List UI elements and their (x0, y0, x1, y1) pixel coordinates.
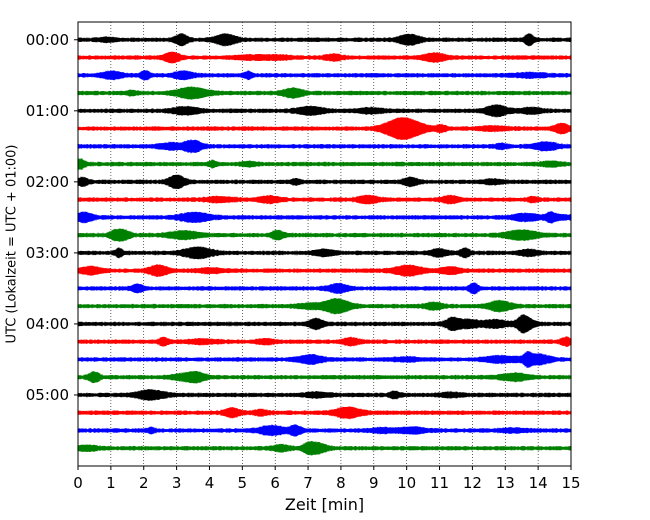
trace-4 (77, 86, 572, 100)
trace-5 (77, 104, 572, 118)
y-axis-ticks: 00:00 01:00 02:00 03:00 04:00 05:00 (26, 31, 78, 404)
trace-15 (77, 282, 572, 295)
y-axis-label: UTC (Lokalzeit = UTC + 01:00) (5, 145, 20, 344)
y-tick-label: 00:00 (26, 31, 69, 49)
trace-16 (77, 298, 572, 315)
y-tick-label: 02:00 (26, 173, 69, 191)
x-tick-label: 0 (73, 474, 83, 492)
trace-7 (77, 139, 572, 154)
trace-12 (77, 228, 572, 242)
trace-18 (77, 336, 572, 347)
x-tick-label: 14 (529, 474, 548, 492)
trace-14 (77, 264, 572, 277)
seismic-traces (77, 33, 572, 456)
trace-13 (77, 246, 572, 260)
trace-10 (77, 194, 572, 205)
trace-17 (77, 314, 572, 334)
trace-20 (77, 371, 572, 384)
y-tick-label: 05:00 (26, 386, 69, 404)
x-tick-label: 12 (463, 474, 482, 492)
x-axis-ticks: 0 1 2 3 4 5 6 7 8 9 10 11 12 13 14 15 (73, 466, 581, 492)
trace-19 (77, 351, 572, 368)
x-axis-label: Zeit [min] (285, 495, 364, 514)
trace-9 (77, 174, 572, 189)
trace-2 (77, 51, 572, 64)
y-tick-label: 04:00 (26, 315, 69, 333)
x-tick-label: 5 (238, 474, 248, 492)
trace-21 (77, 389, 572, 401)
x-tick-label: 10 (397, 474, 416, 492)
x-tick-label: 11 (430, 474, 449, 492)
y-tick-label: 01:00 (26, 102, 69, 120)
plot-frame (77, 21, 572, 467)
x-tick-label: 2 (139, 474, 149, 492)
trace-6 (77, 117, 572, 140)
x-tick-label: 13 (496, 474, 515, 492)
trace-23 (77, 424, 572, 437)
x-tick-label: 6 (270, 474, 280, 492)
trace-11 (77, 211, 572, 224)
x-tick-label: 3 (172, 474, 182, 492)
trace-24 (77, 441, 572, 456)
trace-3 (77, 70, 572, 81)
trace-22 (77, 406, 572, 420)
vertical-gridlines (110, 22, 539, 466)
x-tick-label: 9 (369, 474, 379, 492)
x-tick-label: 4 (205, 474, 215, 492)
x-tick-label: 7 (303, 474, 313, 492)
x-tick-label: 15 (561, 474, 580, 492)
trace-1 (77, 33, 572, 47)
trace-8 (77, 158, 572, 170)
x-tick-label: 1 (106, 474, 116, 492)
x-tick-label: 8 (336, 474, 346, 492)
y-tick-label: 03:00 (26, 244, 69, 262)
